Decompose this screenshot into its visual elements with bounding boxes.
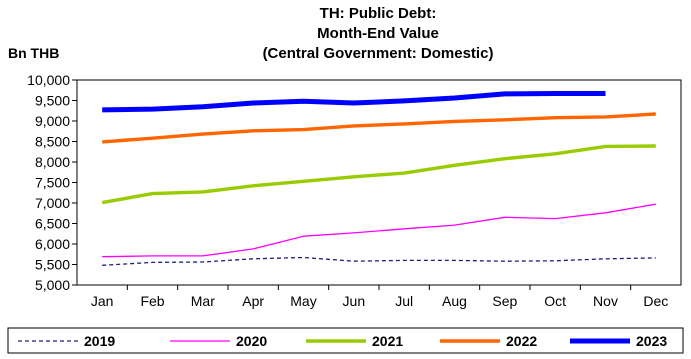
x-tick-label: Sep	[492, 293, 517, 309]
x-tick-label: Oct	[544, 293, 566, 309]
y-tick-label: 10,000	[27, 72, 70, 88]
y-tick-label: 8,000	[35, 154, 70, 170]
x-tick-label: Jul	[395, 293, 413, 309]
series-line-2023	[102, 91, 606, 113]
legend-frame	[7, 327, 684, 354]
y-tick-label: 8,500	[35, 134, 70, 150]
x-axis: Jan Feb Mar Apr May Jun Jul Aug Sep Oct Nov Dec	[91, 285, 668, 309]
legend-label: 2019	[84, 333, 115, 349]
legend-label: 2022	[506, 333, 537, 349]
chart-title-line-1: TH: Public Debt:	[320, 5, 437, 22]
y-tick-label: 6,000	[35, 236, 70, 252]
series-line-2021	[101, 144, 656, 205]
chart-title-line-2: Month-End Value	[317, 25, 439, 42]
legend-item-2023: 2023	[570, 333, 667, 349]
x-tick-label: Apr	[242, 293, 264, 309]
x-tick-label: Feb	[140, 293, 164, 309]
series-line-2022	[102, 112, 656, 144]
series-lines	[101, 91, 656, 266]
y-tick-label: 5,500	[35, 257, 70, 273]
legend-item-2019: 2019	[18, 333, 115, 349]
legend-label: 2020	[236, 333, 267, 349]
y-tick-label: 9,500	[35, 93, 70, 109]
legend-item-2021: 2021	[306, 333, 403, 349]
legend-item-2020: 2020	[170, 333, 267, 349]
x-tick-label: Jun	[343, 293, 366, 309]
legend-item-2022: 2022	[440, 333, 537, 349]
x-tick-label: Mar	[191, 293, 215, 309]
y-tick-label: 5,000	[35, 277, 70, 293]
legend-label: 2023	[636, 333, 667, 349]
legend: 2019 2020 2021 2022 2023	[18, 333, 667, 349]
y-tick-label: 6,500	[35, 216, 70, 232]
legend-label: 2021	[372, 333, 403, 349]
y-axis-unit-label: Bn THB	[8, 45, 59, 61]
y-tick-label: 9,000	[35, 113, 70, 129]
x-tick-label: Nov	[593, 293, 618, 309]
y-tick-label: 7,500	[35, 175, 70, 191]
x-tick-label: Jan	[91, 293, 114, 309]
y-tick-label: 7,000	[35, 195, 70, 211]
y-axis: 5,000 5,500 6,000 6,500 7,000 7,500 8,000 8,500…	[27, 72, 77, 293]
chart-title: TH: Public Debt: Month-End Value (Centra…	[263, 5, 494, 62]
x-tick-label: Aug	[442, 293, 467, 309]
series-line-2019	[102, 256, 656, 266]
chart-title-line-3: (Central Government: Domestic)	[263, 45, 494, 62]
x-tick-label: May	[290, 293, 316, 309]
x-tick-label: Dec	[643, 293, 668, 309]
series-line-2020	[102, 203, 656, 258]
